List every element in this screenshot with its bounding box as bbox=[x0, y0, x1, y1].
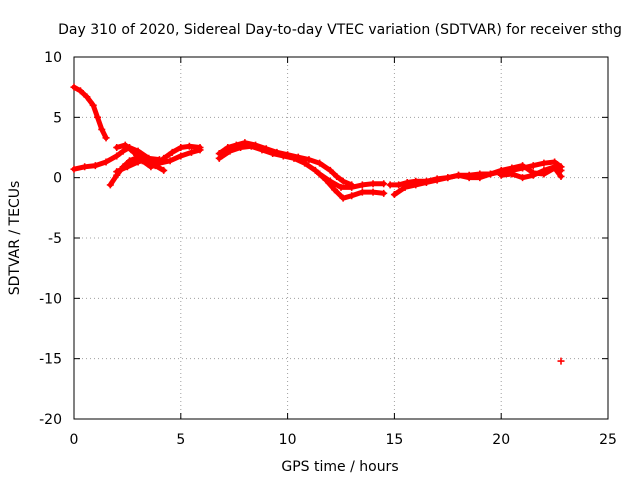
chart-title: Day 310 of 2020, Sidereal Day-to-day VTE… bbox=[58, 22, 622, 38]
y-axis-label: SDTVAR / TECUs bbox=[7, 181, 23, 296]
x-tick-label: 0 bbox=[70, 432, 79, 448]
series-trace bbox=[317, 171, 387, 190]
y-tick-label: 5 bbox=[53, 110, 62, 126]
series-trace bbox=[498, 164, 564, 181]
y-tick-label: 10 bbox=[44, 50, 62, 66]
y-tick-label: 0 bbox=[53, 171, 62, 187]
data-points bbox=[70, 83, 565, 365]
data-point bbox=[557, 357, 565, 365]
series-trace bbox=[71, 84, 109, 141]
x-tick-label: 25 bbox=[599, 432, 617, 448]
plot-frame bbox=[73, 56, 609, 420]
series-trace bbox=[114, 155, 162, 175]
y-tick-label: -5 bbox=[48, 231, 62, 247]
x-tick-label: 5 bbox=[176, 432, 185, 448]
series-trace bbox=[387, 159, 564, 188]
y-tick-label: -20 bbox=[39, 412, 62, 428]
y-tick-label: -10 bbox=[39, 291, 62, 307]
x-axis-label: GPS time / hours bbox=[281, 459, 398, 475]
x-tick-label: 15 bbox=[385, 432, 403, 448]
grid-lines bbox=[74, 57, 608, 419]
series-trace bbox=[114, 142, 203, 170]
x-tick-label: 20 bbox=[492, 432, 510, 448]
x-tick-label: 10 bbox=[279, 432, 297, 448]
y-tick-label: -15 bbox=[39, 352, 62, 368]
series-trace bbox=[216, 143, 387, 201]
